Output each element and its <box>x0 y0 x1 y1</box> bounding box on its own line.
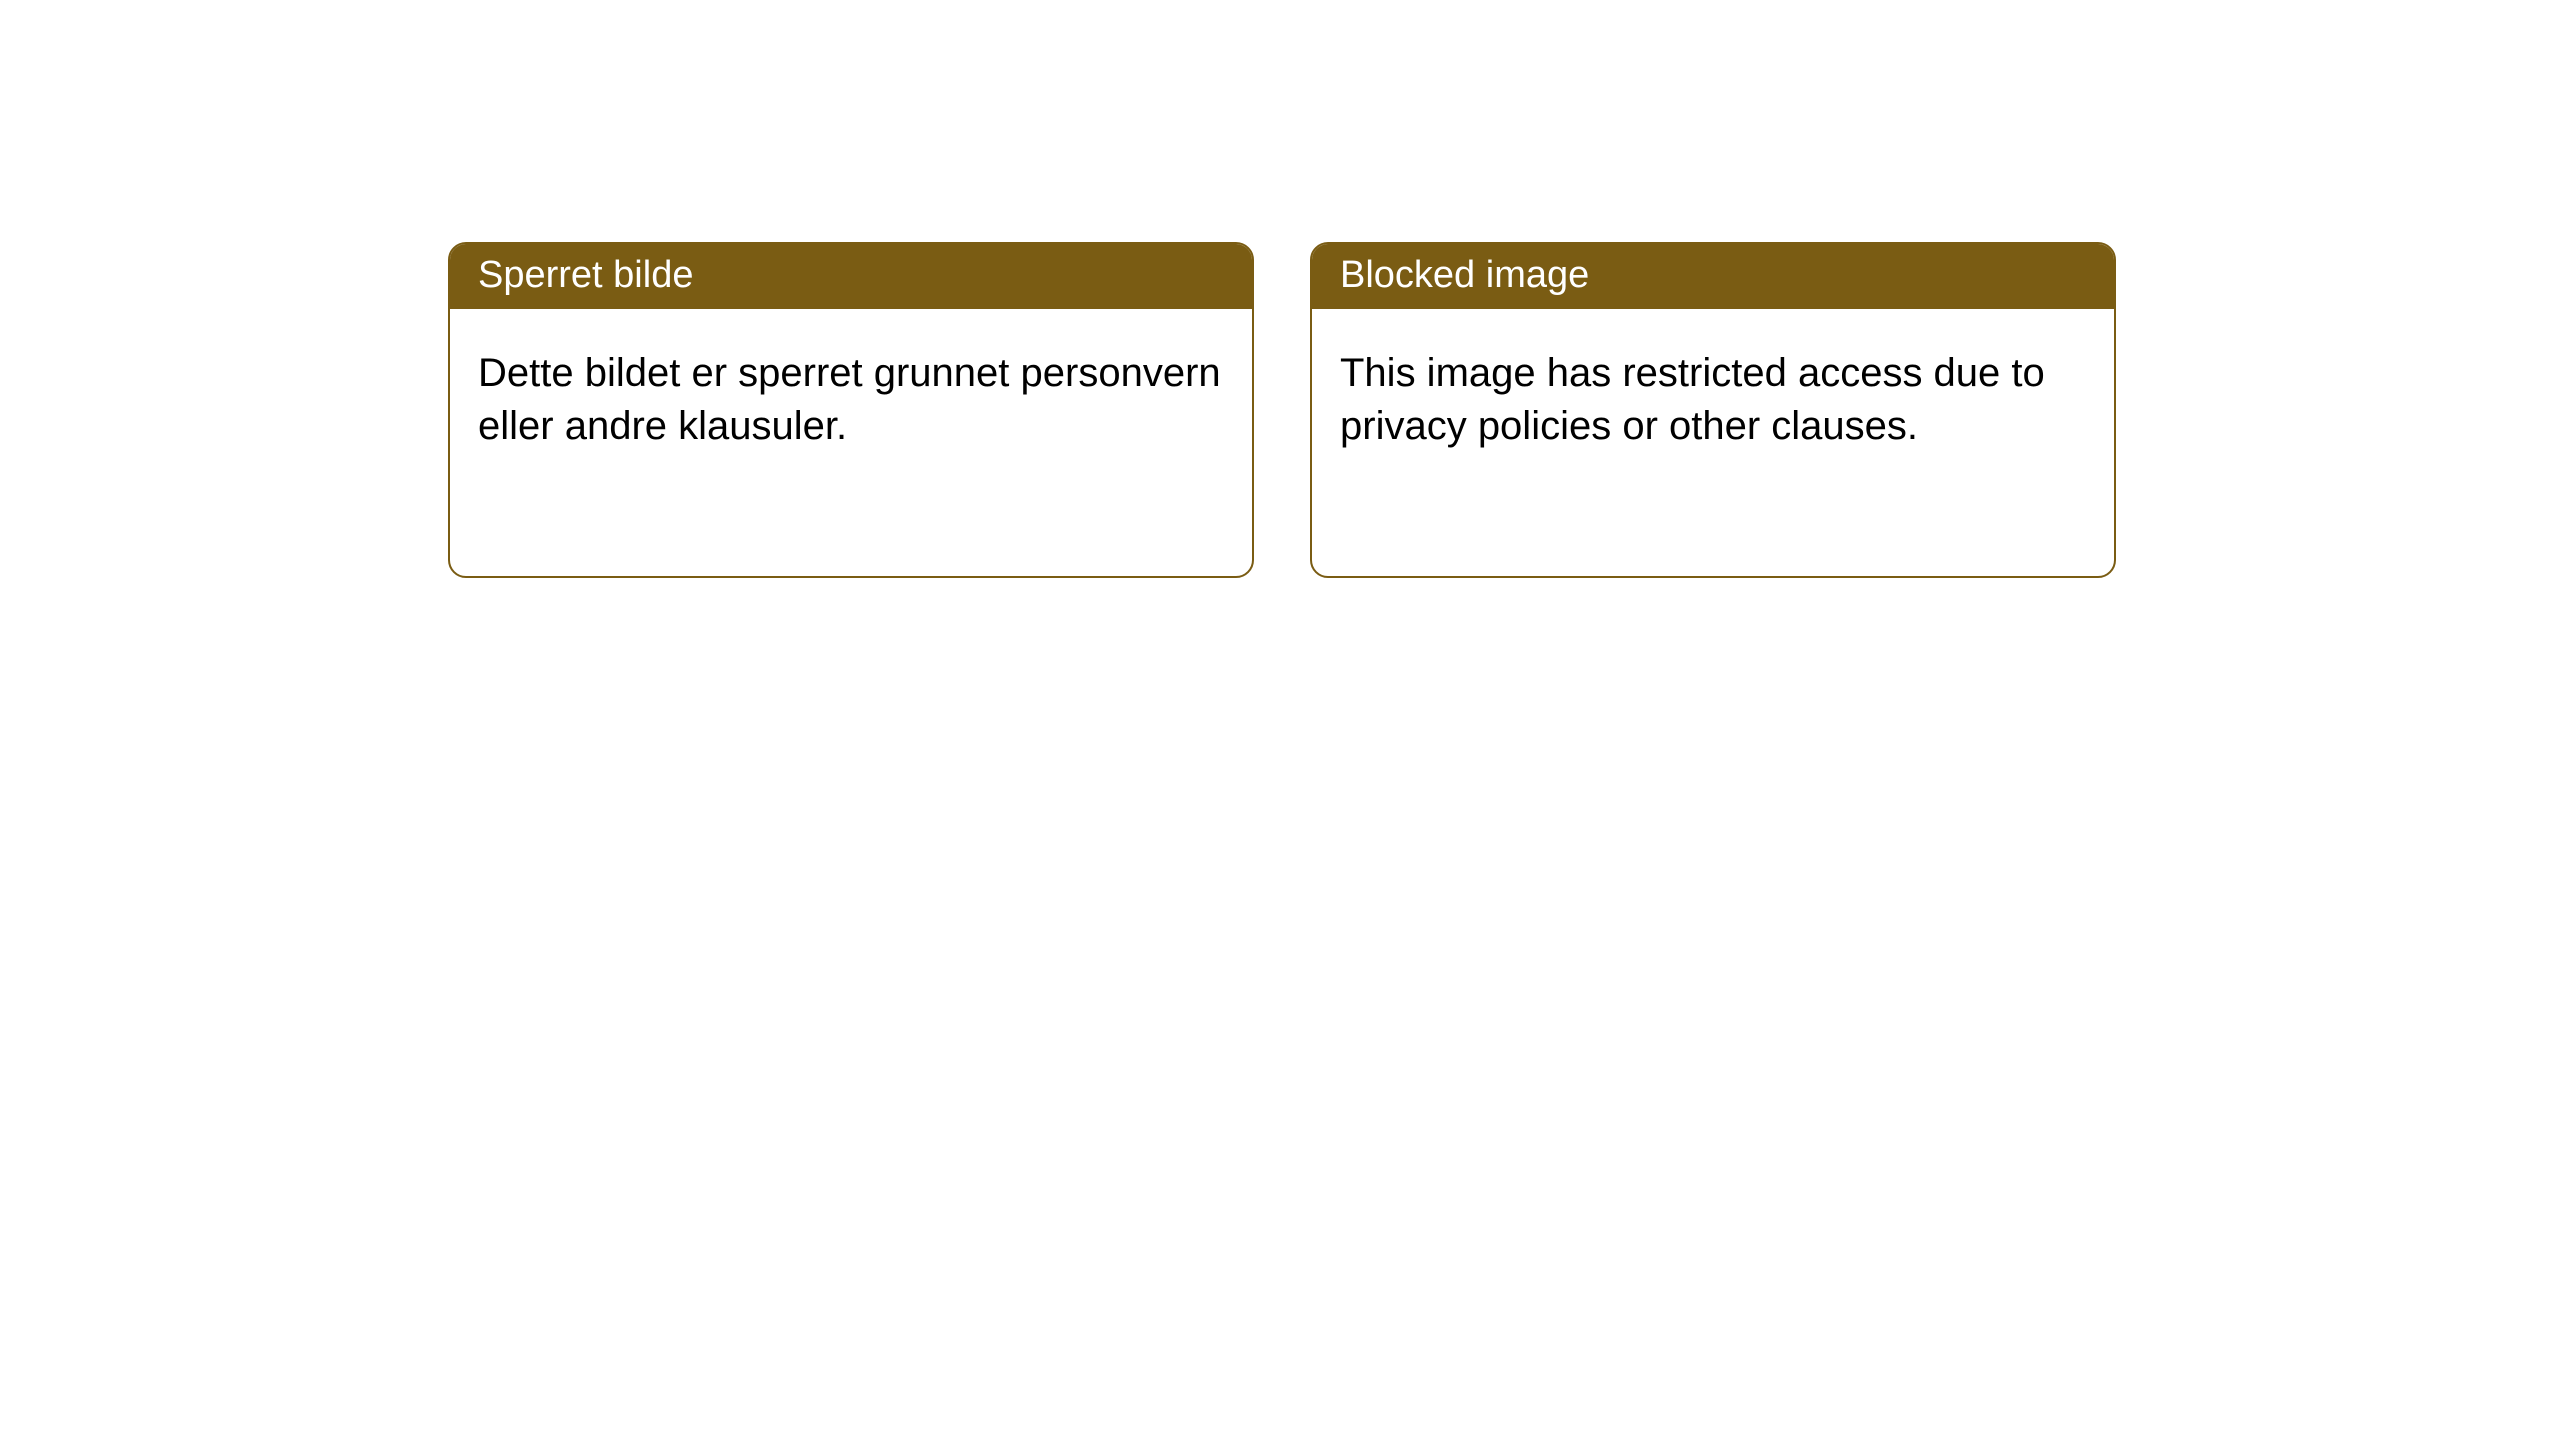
card-body-text: This image has restricted access due to … <box>1340 351 2045 448</box>
card-title: Blocked image <box>1340 254 1589 296</box>
cards-container: Sperret bilde Dette bildet er sperret gr… <box>0 0 2560 578</box>
blocked-image-card-en: Blocked image This image has restricted … <box>1310 242 2116 578</box>
card-body-text: Dette bildet er sperret grunnet personve… <box>478 351 1221 448</box>
card-body: This image has restricted access due to … <box>1312 309 2114 491</box>
card-header: Sperret bilde <box>450 244 1252 309</box>
blocked-image-card-no: Sperret bilde Dette bildet er sperret gr… <box>448 242 1254 578</box>
card-body: Dette bildet er sperret grunnet personve… <box>450 309 1252 491</box>
card-header: Blocked image <box>1312 244 2114 309</box>
card-title: Sperret bilde <box>478 254 693 296</box>
